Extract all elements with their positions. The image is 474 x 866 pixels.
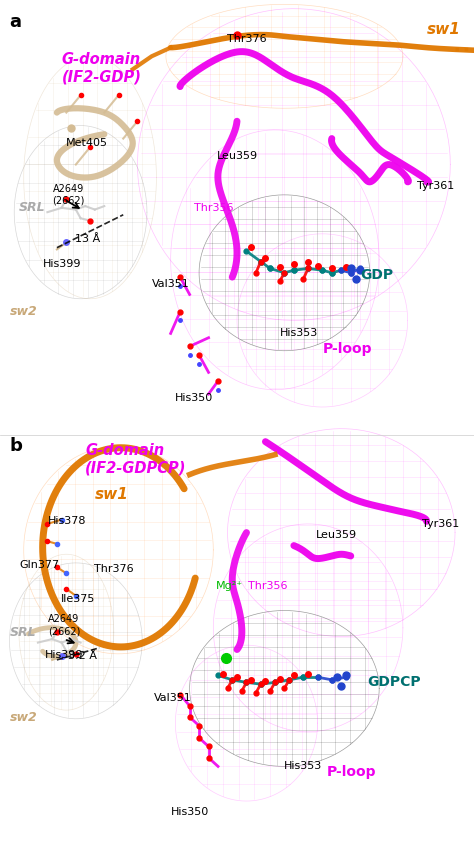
- Text: a: a: [9, 13, 21, 31]
- Text: sw1: sw1: [427, 22, 460, 36]
- Text: Thr376: Thr376: [94, 564, 134, 574]
- Text: His399: His399: [45, 650, 83, 660]
- Text: G-domain
(IF2-GDP): G-domain (IF2-GDP): [62, 52, 142, 84]
- Text: His350: His350: [175, 393, 213, 404]
- Text: Val351: Val351: [152, 279, 190, 289]
- Text: Thr356: Thr356: [193, 203, 233, 213]
- Text: P-loop: P-loop: [327, 766, 376, 779]
- Text: 3.2 Å: 3.2 Å: [68, 651, 98, 662]
- Text: G-domain
(IF2-GDPCP): G-domain (IF2-GDPCP): [85, 443, 187, 475]
- Text: P-loop: P-loop: [322, 342, 372, 356]
- Text: GDP: GDP: [360, 268, 393, 282]
- Text: GDPCP: GDPCP: [367, 675, 421, 689]
- Text: His399: His399: [43, 259, 81, 269]
- Text: SRL: SRL: [9, 625, 36, 639]
- Text: Thr356: Thr356: [248, 581, 288, 591]
- Text: Val351: Val351: [154, 693, 192, 703]
- Text: Tyr361: Tyr361: [422, 519, 459, 529]
- Text: A2649
(2662): A2649 (2662): [48, 615, 80, 636]
- Text: b: b: [9, 437, 22, 456]
- Text: Gln377: Gln377: [19, 559, 59, 570]
- Text: His350: His350: [171, 807, 209, 818]
- Text: His378: His378: [47, 516, 86, 527]
- Text: sw2: sw2: [9, 305, 37, 319]
- Text: sw1: sw1: [95, 487, 128, 501]
- Text: His353: His353: [280, 328, 318, 339]
- Text: Leu359: Leu359: [217, 151, 257, 161]
- Text: Leu359: Leu359: [316, 530, 357, 540]
- Text: Mg²⁺: Mg²⁺: [216, 581, 244, 591]
- Text: His353: His353: [284, 761, 322, 772]
- Text: 13 Å: 13 Å: [75, 234, 100, 244]
- Text: SRL: SRL: [19, 201, 46, 215]
- Text: Tyr361: Tyr361: [417, 181, 455, 191]
- Text: Met405: Met405: [66, 138, 109, 148]
- Text: A2649
(2662): A2649 (2662): [53, 184, 85, 205]
- Text: sw2: sw2: [9, 710, 37, 724]
- Text: Thr376: Thr376: [227, 34, 266, 44]
- Text: Ile375: Ile375: [61, 594, 95, 604]
